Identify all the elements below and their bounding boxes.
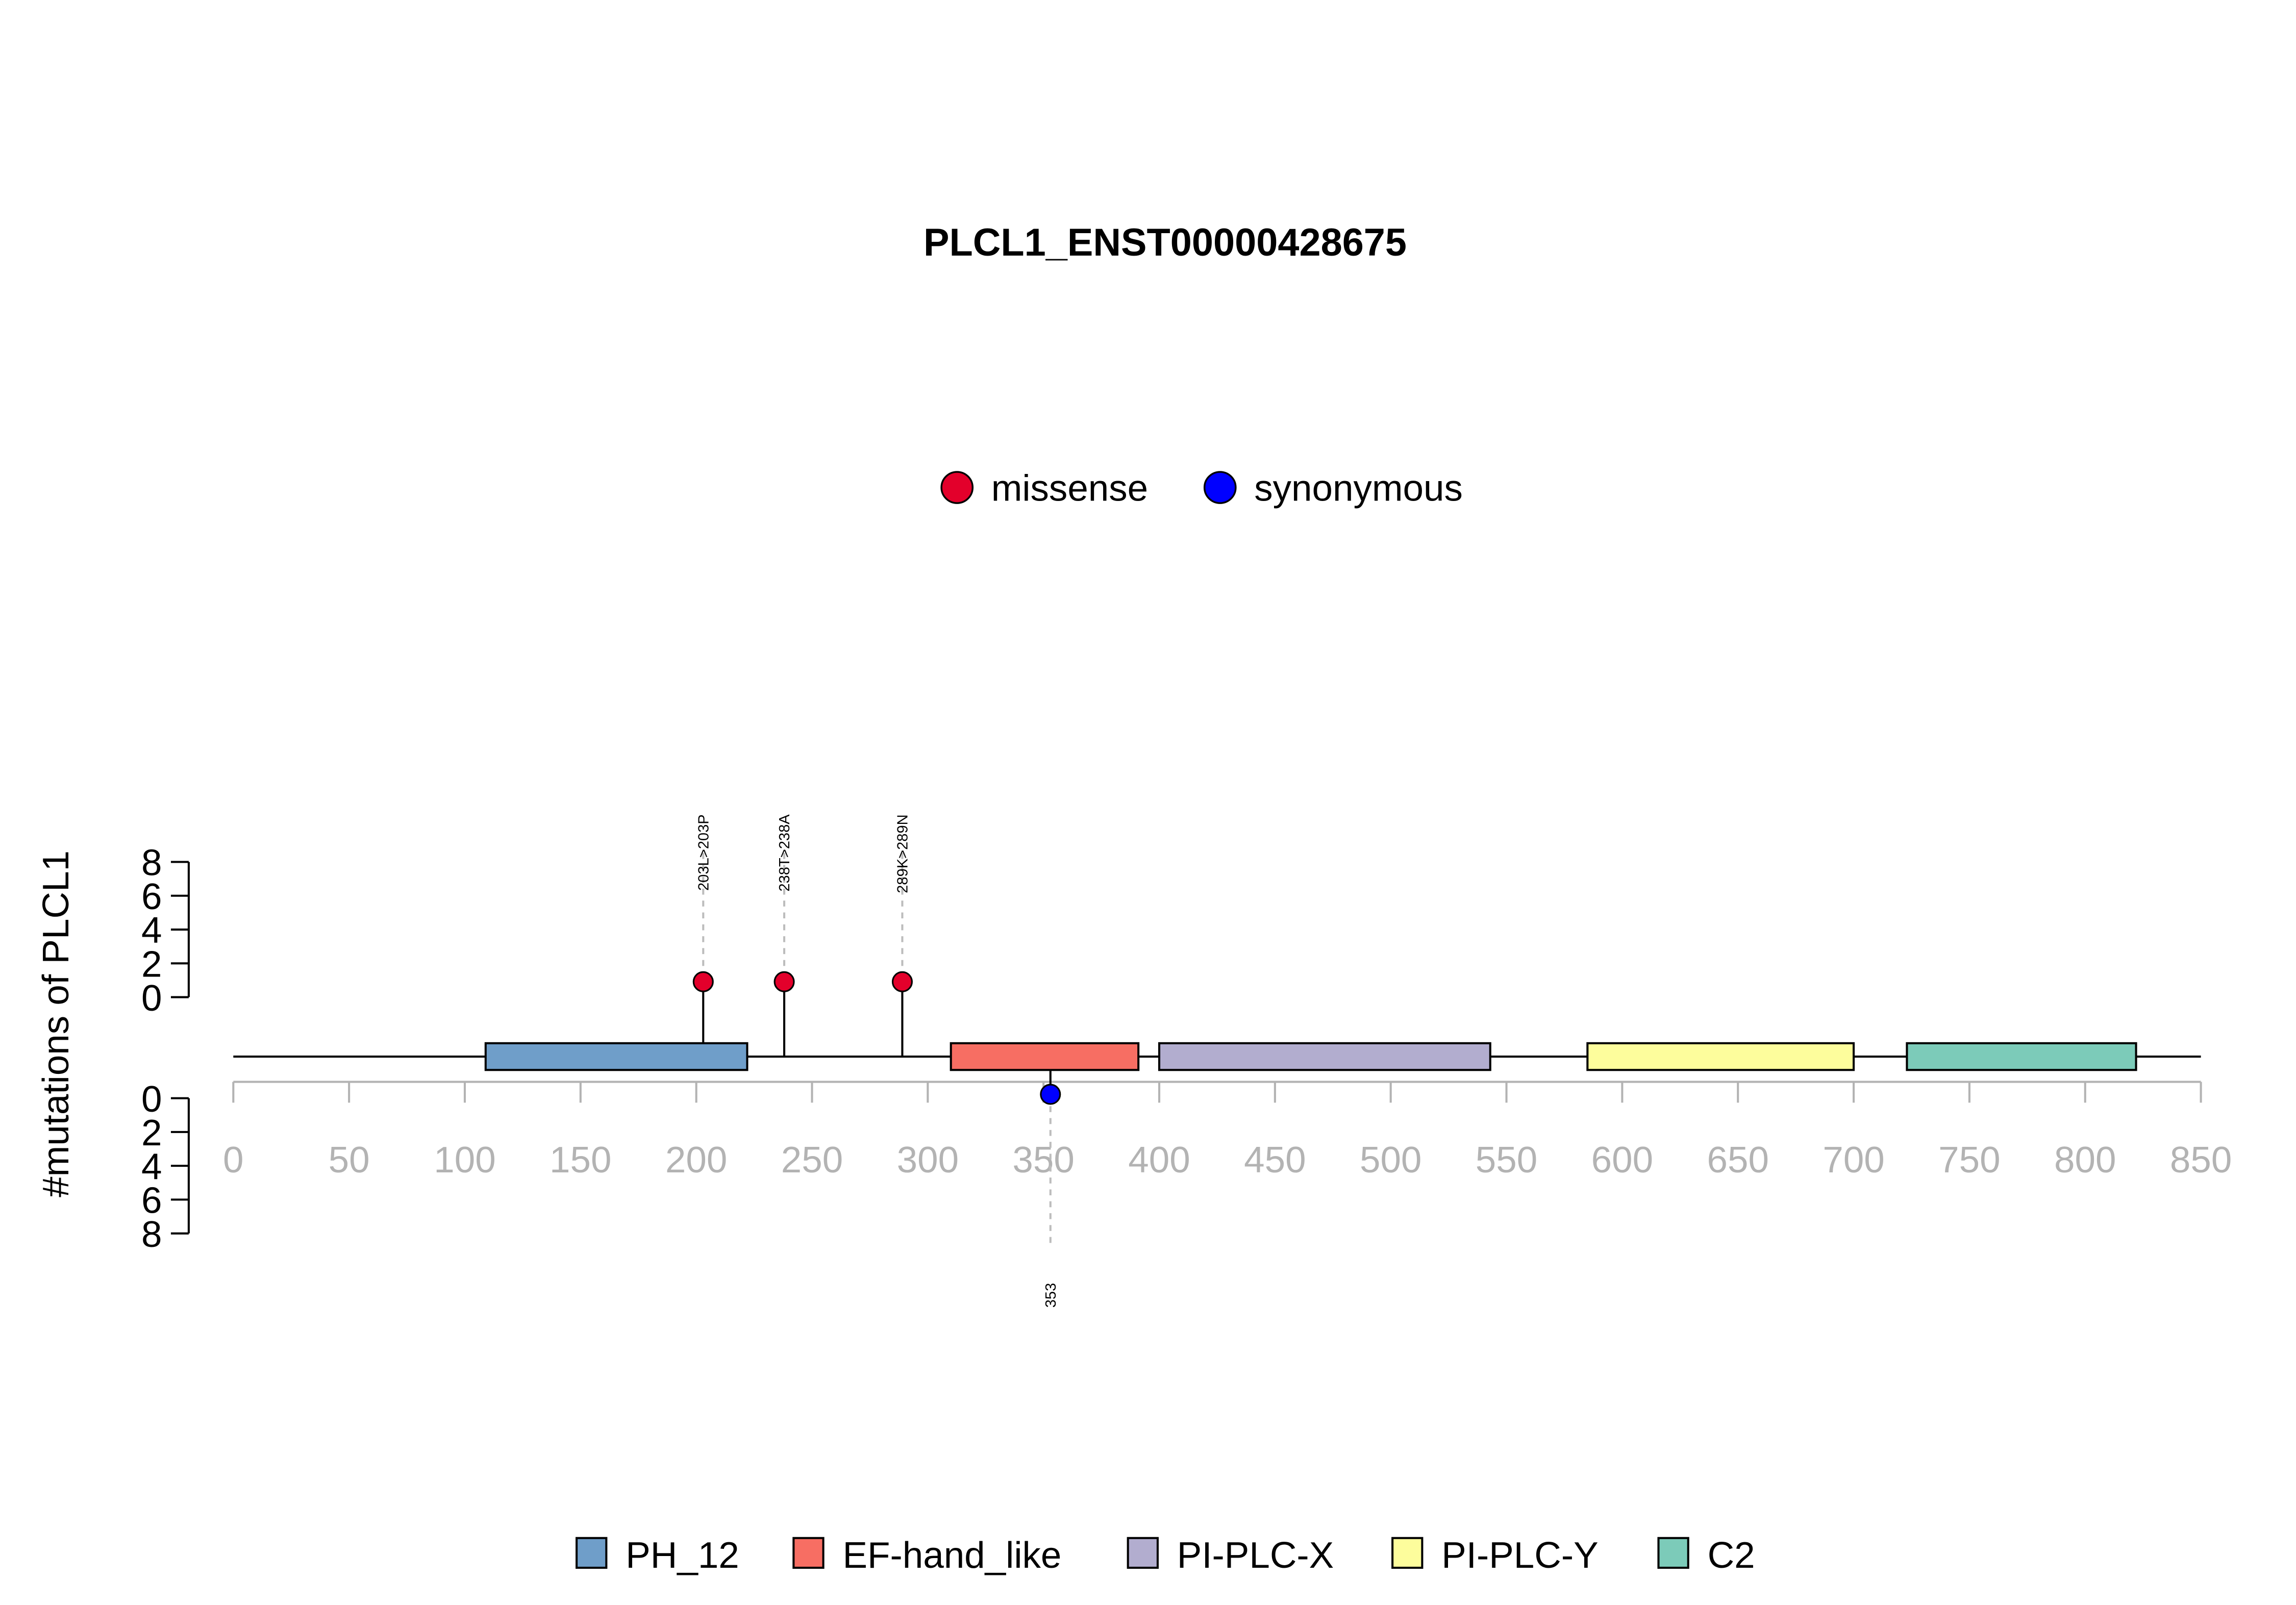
domain-legend-swatch-PH_12 xyxy=(576,1537,608,1569)
mutation-head-238 xyxy=(773,971,795,992)
domain-legend-swatch-PI-PLC-X xyxy=(1127,1537,1159,1569)
y-tick-label-bottom-4: 4 xyxy=(141,1146,162,1187)
x-tick-label-250: 250 xyxy=(781,1139,843,1181)
chart-title: PLCL1_ENST00000428675 xyxy=(924,221,1407,264)
domain-legend-swatch-PI-PLC-Y xyxy=(1391,1537,1424,1569)
x-tick-label-700: 700 xyxy=(1823,1139,1884,1181)
domain-PI-PLC-X xyxy=(1158,1042,1491,1071)
y-tick-label-bottom-0: 0 xyxy=(141,1079,162,1120)
mutation-head-289 xyxy=(891,971,913,992)
mutation-guide-lines xyxy=(702,853,1052,1245)
x-tick-label-350: 350 xyxy=(1012,1139,1074,1181)
domain-legend: PH_12 EF-hand_like PI-PLC-X PI-PLC-Y C2 xyxy=(576,1535,1755,1576)
domain-EF-hand_like xyxy=(950,1042,1140,1071)
domain-legend-swatch-EF-hand_like xyxy=(792,1537,825,1569)
domain-legend-label-PH_12: PH_12 xyxy=(626,1535,739,1576)
x-tick-label-500: 500 xyxy=(1360,1139,1421,1181)
y-tick-label-bottom-6: 6 xyxy=(141,1180,162,1221)
x-tick-label-600: 600 xyxy=(1591,1139,1653,1181)
y-tick-label-bottom-2: 2 xyxy=(141,1112,162,1153)
protein-domains xyxy=(484,1042,2137,1071)
mutation-label-289: 289K>289N xyxy=(895,814,911,893)
x-tick-label-300: 300 xyxy=(897,1139,959,1181)
mutation-head-353 xyxy=(1040,1084,1061,1105)
mutation-label-353: 353 xyxy=(1043,1283,1059,1308)
y-tick-label-top-6: 6 xyxy=(141,876,162,917)
x-tick-label-0: 0 xyxy=(223,1139,243,1181)
legend-marker-missense xyxy=(940,471,974,504)
x-axis: 0 50 100 150 200 250 300 350 400 450 500 550 600 650 7… xyxy=(223,1081,2232,1181)
domain-legend-label-PI-PLC-X: PI-PLC-X xyxy=(1177,1535,1334,1576)
domain-C2 xyxy=(1906,1042,2137,1071)
x-tick-label-150: 150 xyxy=(550,1139,611,1181)
lollipop-heads xyxy=(692,971,1061,1105)
lollipop-stems xyxy=(702,982,1052,1094)
x-tick-label-200: 200 xyxy=(665,1139,727,1181)
legend-marker-synonymous xyxy=(1203,471,1237,504)
mutation-label-203: 203L>203P xyxy=(695,814,712,891)
domain-PH_12 xyxy=(484,1042,748,1071)
x-tick-label-850: 850 xyxy=(2170,1139,2232,1181)
x-tick-label-450: 450 xyxy=(1244,1139,1306,1181)
domain-legend-swatch-C2 xyxy=(1657,1537,1689,1569)
x-tick-label-650: 650 xyxy=(1707,1139,1768,1181)
mutation-legend: missense synonymous xyxy=(940,468,1463,509)
legend-label-missense: missense xyxy=(991,468,1148,509)
legend-label-synonymous: synonymous xyxy=(1254,468,1463,509)
y-tick-label-top-2: 2 xyxy=(141,944,162,985)
x-tick-label-400: 400 xyxy=(1128,1139,1190,1181)
mutation-labels: 203L>203P 238T>238A 289K>289N 353 xyxy=(695,814,1059,1308)
y-tick-label-top-8: 8 xyxy=(141,842,162,884)
y-tick-label-top-4: 4 xyxy=(141,910,162,951)
y-tick-label-bottom-8: 8 xyxy=(141,1214,162,1255)
x-tick-label-100: 100 xyxy=(434,1139,495,1181)
domain-legend-label-C2: C2 xyxy=(1708,1535,1755,1576)
x-tick-label-750: 750 xyxy=(1938,1139,2000,1181)
y-axis-label: #mutations of PLCL1 xyxy=(35,850,77,1197)
x-tick-label-800: 800 xyxy=(2054,1139,2116,1181)
domain-PI-PLC-Y xyxy=(1586,1042,1855,1071)
domain-legend-label-PI-PLC-Y: PI-PLC-Y xyxy=(1441,1535,1598,1576)
domain-legend-label-EF-hand_like: EF-hand_like xyxy=(842,1535,1061,1576)
mutation-head-203 xyxy=(692,971,714,992)
x-tick-label-50: 50 xyxy=(329,1139,370,1181)
mutation-label-238: 238T>238A xyxy=(777,814,793,892)
y-tick-label-top-0: 0 xyxy=(141,977,162,1019)
x-tick-label-550: 550 xyxy=(1476,1139,1537,1181)
